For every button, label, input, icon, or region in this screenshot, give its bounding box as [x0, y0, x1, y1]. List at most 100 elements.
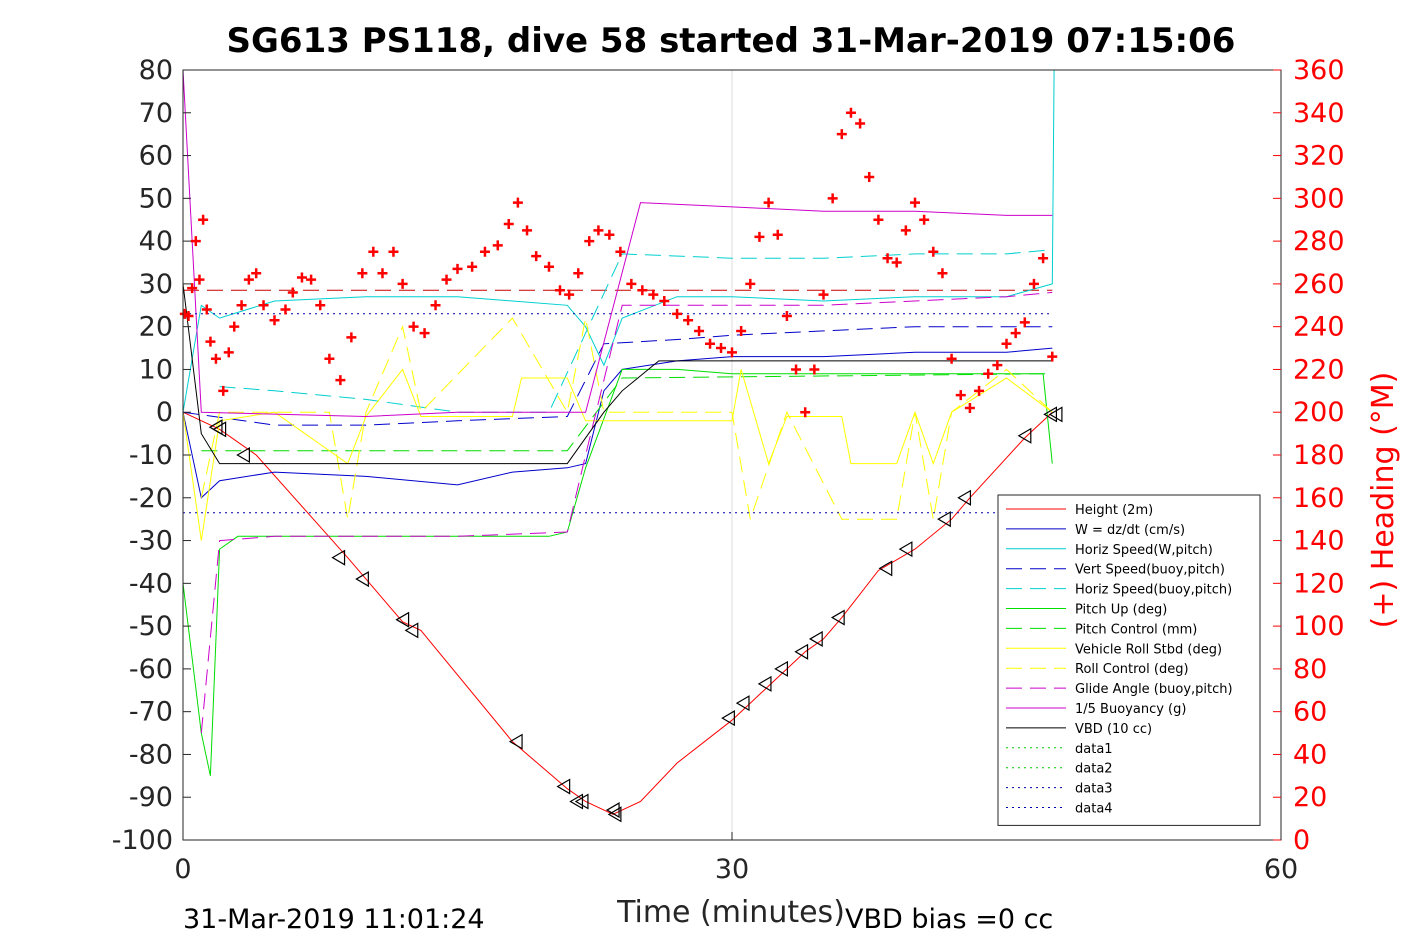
heading-point: [287, 287, 298, 298]
legend-entry: data1: [1075, 742, 1113, 757]
y-tick-label: 50: [139, 183, 173, 214]
heading-point: [492, 240, 503, 251]
y2-tick-label: 300: [1293, 183, 1345, 214]
y2-tick-label: 40: [1293, 739, 1327, 770]
heading-point: [419, 328, 430, 339]
series-line-w-dz-dt-cm-s: [182, 347, 1053, 499]
heading-point: [827, 193, 838, 204]
heading-point: [554, 285, 565, 296]
y2-tick-label: 80: [1293, 654, 1327, 685]
heading-point: [236, 300, 247, 311]
triangle-marker: [774, 660, 789, 677]
x-axis: 0 30 60: [174, 832, 1298, 885]
heading-point: [280, 304, 291, 315]
legend-entry: data3: [1075, 782, 1113, 797]
marker-layer: [208, 406, 1063, 823]
heading-point: [467, 261, 478, 272]
y-tick-label: -20: [129, 483, 173, 514]
heading-point: [315, 300, 326, 311]
heading-point: [377, 268, 388, 279]
heading-point: [1010, 328, 1021, 339]
x-axis-label: Time (minutes): [616, 895, 845, 930]
legend-entry: data4: [1075, 802, 1113, 817]
heading-point: [251, 268, 262, 279]
heading-point: [183, 310, 194, 321]
heading-point: [983, 368, 994, 379]
chart-title: SG613 PS118, dive 58 started 31-Mar-2019…: [227, 21, 1236, 61]
heading-point: [873, 214, 884, 225]
heading-point: [1038, 253, 1049, 264]
heading-point: [564, 289, 575, 300]
heading-point: [388, 246, 399, 257]
y-tick-label: 70: [139, 98, 173, 129]
heading-point: [736, 325, 747, 336]
heading-point: [243, 274, 254, 285]
y2-tick-label: 240: [1293, 312, 1345, 343]
heading-point: [781, 310, 792, 321]
heading-point: [452, 263, 463, 274]
heading-point: [919, 214, 930, 225]
heading-point: [809, 364, 820, 375]
footer-vbd-bias: VBD bias =0 cc: [845, 904, 1053, 935]
heading-point: [955, 390, 966, 401]
heading-point: [937, 268, 948, 279]
series-line-glide-angle-buoy-pitch: [200, 291, 1053, 734]
y-tick-label: -70: [129, 697, 173, 728]
x-tick-label: 0: [174, 854, 191, 885]
legend-entry: VBD (10 cc): [1075, 722, 1152, 737]
heading-point: [223, 347, 234, 358]
heading-point: [218, 385, 229, 396]
triangle-marker: [878, 560, 893, 577]
heading-point: [194, 274, 205, 285]
series-line-roll-control-deg: [200, 317, 1053, 520]
y2-tick-label: 140: [1293, 526, 1345, 557]
heading-point: [864, 171, 875, 182]
heading-point: [201, 304, 212, 315]
heading-point: [763, 197, 774, 208]
heading-series: [179, 107, 1058, 418]
heading-point: [964, 402, 975, 413]
series-layer: [182, 69, 1055, 815]
heading-point: [187, 283, 198, 294]
triangle-marker: [735, 695, 750, 712]
heading-point: [190, 236, 201, 247]
triangle-marker: [1043, 406, 1058, 423]
heading-point: [882, 253, 893, 264]
legend-entry: data2: [1075, 762, 1113, 777]
legend-entry: Vert Speed(buoy,pitch): [1075, 563, 1225, 578]
y-tick-label: -60: [129, 654, 173, 685]
legend-entry: Pitch Control (mm): [1075, 622, 1197, 637]
heading-point: [818, 289, 829, 300]
legend-entry: Vehicle Roll Stbd (deg): [1075, 642, 1222, 657]
triangle-marker: [937, 511, 951, 528]
triangle-marker: [1017, 427, 1032, 444]
heading-point: [205, 336, 216, 347]
legend-entry: 1/5 Buoyancy (g): [1075, 702, 1186, 717]
heading-point: [928, 246, 939, 257]
heading-point: [573, 268, 584, 279]
heading-point: [357, 268, 368, 279]
heading-point: [694, 325, 705, 336]
y2-tick-label: 120: [1293, 568, 1345, 599]
heading-point: [397, 278, 408, 289]
legend-entry: Horiz Speed(buoy,pitch): [1075, 583, 1232, 598]
y2-tick-label: 60: [1293, 697, 1327, 728]
series-line-pitch-up-deg: [182, 368, 1053, 776]
heading-point: [503, 219, 514, 229]
heading-point: [335, 375, 346, 386]
triangle-marker: [794, 643, 809, 660]
y-tick-label: 0: [156, 397, 173, 428]
heading-point: [544, 261, 554, 272]
triangle-marker: [898, 541, 913, 558]
heading-point: [229, 321, 240, 332]
heading-point: [745, 278, 756, 289]
triangle-marker: [236, 446, 250, 464]
heading-point: [198, 214, 209, 225]
triangle-marker: [355, 571, 369, 588]
y-tick-label: -10: [129, 440, 173, 471]
y2-tick-label: 320: [1293, 141, 1345, 172]
triangle-marker: [395, 611, 410, 628]
heading-point: [522, 225, 533, 236]
heading-point: [1047, 351, 1058, 362]
legend-entry: Pitch Up (deg): [1075, 603, 1167, 618]
